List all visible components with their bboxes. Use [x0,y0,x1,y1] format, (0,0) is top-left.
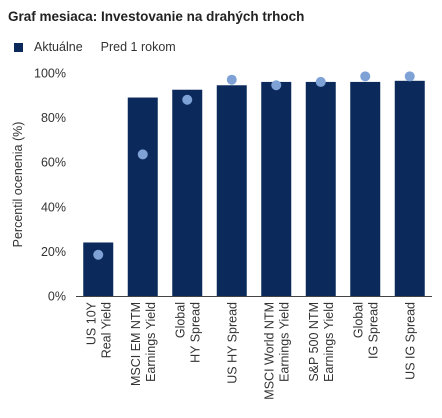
year-ago-dot [226,74,237,85]
legend: Aktuálne Pred 1 rokom [14,40,176,54]
x-tick-label-line: IG Spread [366,302,380,359]
year-ago-dot [271,80,282,91]
bar [172,89,203,296]
x-tick-label: Global IG Spread [351,302,380,359]
chart-title: Graf mesiaca: Investovanie na drahých tr… [8,9,305,24]
x-tick-label: S&P 500 NTM Earnings Yield [307,302,336,382]
bar [261,81,292,296]
x-tick-label-line: MSCI EM NTM [129,302,143,386]
year-ago-dot [404,71,415,82]
bar [305,81,336,296]
x-tick-label-line: Earnings Yield [144,302,158,382]
legend-label-current: Aktuálne [34,40,83,54]
x-tick-label: Global HY Spread [173,302,202,363]
x-tick-label-line: Global [173,302,187,338]
x-tick-label: US IG Spread [403,302,417,380]
year-ago-dot [182,94,193,105]
x-tick-label: US 10Y Real Yield [84,301,113,358]
year-ago-dot [137,149,148,160]
y-tick-label: 100% [34,67,66,81]
bar [216,85,247,296]
year-ago-dot [93,249,104,260]
y-tick-label: 20% [41,245,66,259]
x-tick-label-line: Global [351,302,365,338]
legend-label-year-ago: Pred 1 rokom [100,40,176,54]
legend-swatch-current [14,42,23,52]
x-tick-label: MSCI EM NTM Earnings Yield [129,302,158,386]
year-ago-dot [315,76,326,87]
bar [127,97,158,296]
x-tick-label-line: MSCI World NTM [262,302,276,400]
x-tick-label-line: S&P 500 NTM [307,302,321,382]
y-tick-label: 40% [41,200,66,214]
x-tick-label-line: Earnings Yield [322,302,336,382]
y-tick-label: 80% [41,111,66,125]
x-tick-label-line: US IG Spread [403,302,417,380]
bar [350,81,381,296]
x-tick-label: MSCI World NTM Earnings Yield [262,302,291,400]
y-tick-label: 60% [41,156,66,170]
x-tick-label-line: HY Spread [188,302,202,363]
x-tick-label-line: Real Yield [99,302,113,358]
year-ago-dot [360,71,371,82]
y-tick-label: 0% [48,290,66,304]
x-tick-label-line: US HY Spread [225,302,239,384]
x-tick-label: US HY Spread [225,302,239,384]
x-tick-label-line: US 10Y [84,301,98,345]
y-axis-title: Percentil ocenenia (%) [11,122,25,248]
bar [394,80,425,297]
x-tick-label-line: Earnings Yield [277,302,291,382]
